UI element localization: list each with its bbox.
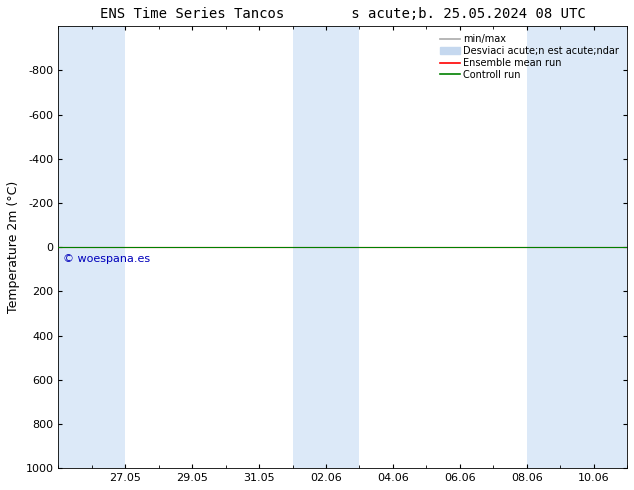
Title: ENS Time Series Tancos        s acute;b. 25.05.2024 08 UTC: ENS Time Series Tancos s acute;b. 25.05.… [100, 7, 586, 21]
Bar [292, 26, 359, 468]
Y-axis label: Temperature 2m (°C): Temperature 2m (°C) [7, 181, 20, 314]
Bar [58, 26, 126, 468]
Bar [527, 26, 627, 468]
Text: © woespana.es: © woespana.es [63, 254, 150, 264]
Legend: min/max, Desviaci acute;n est acute;ndar, Ensemble mean run, Controll run: min/max, Desviaci acute;n est acute;ndar… [437, 31, 622, 83]
